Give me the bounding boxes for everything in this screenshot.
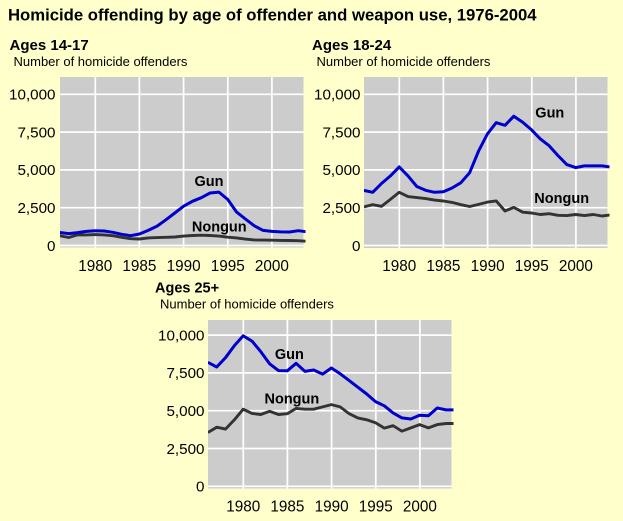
svg-text:1985: 1985 [270, 499, 304, 516]
svg-text:Ages 14-17: Ages 14-17 [10, 37, 89, 54]
svg-text:0: 0 [196, 479, 204, 496]
svg-text:7,500: 7,500 [17, 124, 55, 141]
svg-text:Number of homicide offenders: Number of homicide offenders [14, 54, 188, 69]
svg-text:Ages 18-24: Ages 18-24 [312, 37, 392, 54]
svg-text:0: 0 [47, 238, 55, 255]
svg-text:Gun: Gun [275, 347, 304, 363]
svg-text:1980: 1980 [78, 258, 112, 275]
svg-text:1985: 1985 [426, 258, 460, 275]
svg-text:Homicide offending by age of o: Homicide offending by age of offender an… [8, 6, 537, 25]
svg-text:2000: 2000 [559, 258, 593, 275]
svg-text:1980: 1980 [226, 499, 260, 516]
svg-text:5,000: 5,000 [17, 162, 55, 179]
svg-text:1990: 1990 [315, 499, 349, 516]
svg-text:1990: 1990 [167, 258, 201, 275]
svg-text:2,500: 2,500 [166, 441, 204, 458]
svg-text:1985: 1985 [122, 258, 156, 275]
svg-text:Gun: Gun [535, 106, 564, 122]
svg-text:Nongun: Nongun [192, 220, 247, 236]
svg-text:Number of homicide offenders: Number of homicide offenders [160, 297, 334, 312]
svg-text:10,000: 10,000 [314, 87, 360, 104]
svg-text:Number of homicide offenders: Number of homicide offenders [317, 54, 491, 69]
svg-text:2000: 2000 [403, 499, 437, 516]
svg-text:Ages 25+: Ages 25+ [155, 281, 219, 297]
svg-text:10,000: 10,000 [9, 87, 55, 104]
svg-text:7,500: 7,500 [322, 124, 360, 141]
svg-text:2,500: 2,500 [17, 200, 55, 217]
svg-text:Nongun: Nongun [265, 392, 320, 408]
svg-text:1995: 1995 [359, 499, 393, 516]
svg-text:1990: 1990 [471, 258, 505, 275]
svg-text:2000: 2000 [255, 258, 289, 275]
svg-text:5,000: 5,000 [166, 403, 204, 420]
svg-text:5,000: 5,000 [322, 162, 360, 179]
svg-text:1995: 1995 [211, 258, 245, 275]
svg-text:7,500: 7,500 [166, 365, 204, 382]
svg-text:Gun: Gun [195, 174, 224, 190]
svg-text:1980: 1980 [382, 258, 416, 275]
svg-text:1995: 1995 [515, 258, 549, 275]
svg-text:0: 0 [352, 238, 360, 255]
svg-text:Nongun: Nongun [534, 191, 589, 207]
svg-text:2,500: 2,500 [322, 200, 360, 217]
svg-text:10,000: 10,000 [158, 327, 204, 344]
